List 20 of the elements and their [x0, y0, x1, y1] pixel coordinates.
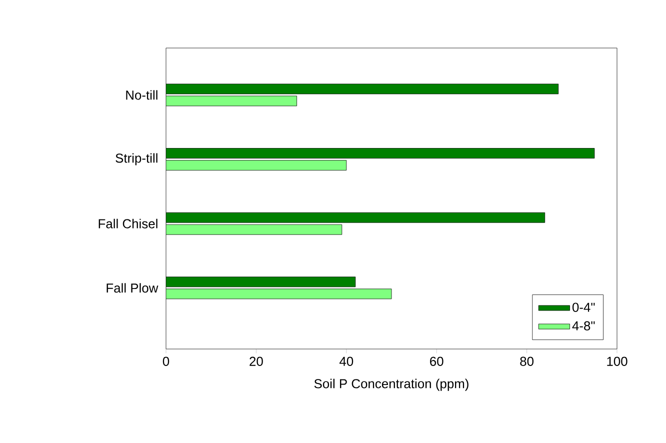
y-tick-label: Fall Plow — [106, 283, 158, 293]
y-tick-label: Fall Chisel — [98, 218, 158, 228]
bar — [166, 84, 559, 94]
x-tick-label: 80 — [520, 356, 534, 366]
bar — [166, 224, 342, 235]
x-tick-label: 0 — [162, 356, 170, 366]
bar — [166, 212, 546, 223]
x-tick-label: 20 — [250, 356, 263, 366]
x-tick-label: 60 — [430, 356, 444, 366]
y-tick-label: Strip-till — [116, 153, 158, 166]
bar — [166, 276, 356, 288]
x-axis-title: Soil P Concentration (ppm) — [314, 378, 468, 391]
x-tick-label: 100 — [607, 356, 628, 366]
bar — [166, 148, 595, 158]
bar — [166, 160, 347, 170]
legend-label: 4-8" — [572, 321, 595, 330]
y-tick-label: No-till — [126, 90, 158, 100]
x-tick-label: 40 — [339, 356, 354, 366]
bar — [166, 288, 392, 300]
legend-label: 0-4" — [572, 302, 595, 312]
